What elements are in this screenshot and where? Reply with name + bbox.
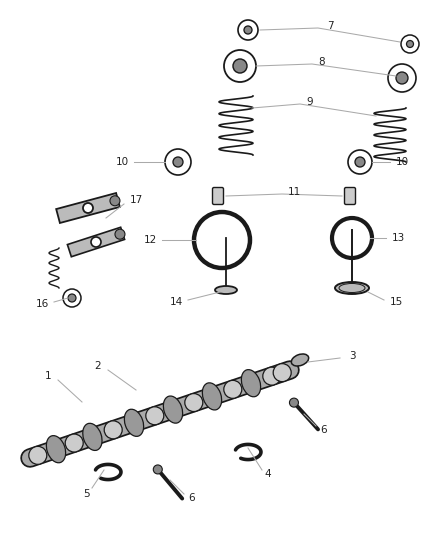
- Circle shape: [273, 364, 291, 382]
- Circle shape: [244, 26, 252, 34]
- FancyBboxPatch shape: [345, 188, 356, 205]
- Text: 8: 8: [319, 57, 325, 67]
- Text: 12: 12: [143, 235, 157, 245]
- Text: 10: 10: [396, 157, 409, 167]
- Ellipse shape: [291, 354, 309, 366]
- Circle shape: [29, 446, 47, 464]
- Circle shape: [233, 59, 247, 73]
- Circle shape: [65, 434, 83, 452]
- Ellipse shape: [124, 409, 144, 437]
- Ellipse shape: [215, 286, 237, 294]
- FancyBboxPatch shape: [212, 188, 223, 205]
- Circle shape: [263, 367, 281, 385]
- Text: 10: 10: [116, 157, 129, 167]
- Text: 6: 6: [189, 493, 195, 503]
- Circle shape: [185, 393, 203, 411]
- Polygon shape: [67, 227, 124, 257]
- Polygon shape: [56, 193, 120, 223]
- Ellipse shape: [241, 369, 261, 397]
- Text: 5: 5: [83, 489, 89, 499]
- Ellipse shape: [335, 282, 369, 294]
- Circle shape: [406, 41, 413, 47]
- Circle shape: [153, 465, 162, 474]
- Text: 13: 13: [392, 233, 405, 243]
- Circle shape: [91, 237, 101, 247]
- Text: 2: 2: [95, 361, 101, 371]
- Text: 3: 3: [349, 351, 355, 361]
- Text: 15: 15: [389, 297, 403, 307]
- Circle shape: [68, 294, 76, 302]
- Ellipse shape: [202, 383, 222, 410]
- Text: 1: 1: [45, 371, 51, 381]
- Circle shape: [355, 157, 365, 167]
- Text: 11: 11: [287, 187, 300, 197]
- Circle shape: [83, 203, 93, 213]
- Ellipse shape: [83, 423, 102, 450]
- Circle shape: [104, 421, 122, 439]
- Circle shape: [290, 398, 298, 407]
- Text: 7: 7: [327, 21, 333, 31]
- Text: 14: 14: [170, 297, 183, 307]
- Ellipse shape: [163, 396, 183, 423]
- Circle shape: [224, 381, 242, 398]
- Text: 6: 6: [321, 425, 327, 435]
- Text: 17: 17: [129, 195, 143, 205]
- Ellipse shape: [46, 435, 66, 463]
- Circle shape: [115, 229, 125, 239]
- Circle shape: [396, 72, 408, 84]
- Text: 9: 9: [307, 97, 313, 107]
- Text: 16: 16: [35, 299, 49, 309]
- Circle shape: [173, 157, 183, 167]
- Circle shape: [110, 196, 120, 206]
- Text: 4: 4: [265, 469, 271, 479]
- Circle shape: [146, 407, 164, 425]
